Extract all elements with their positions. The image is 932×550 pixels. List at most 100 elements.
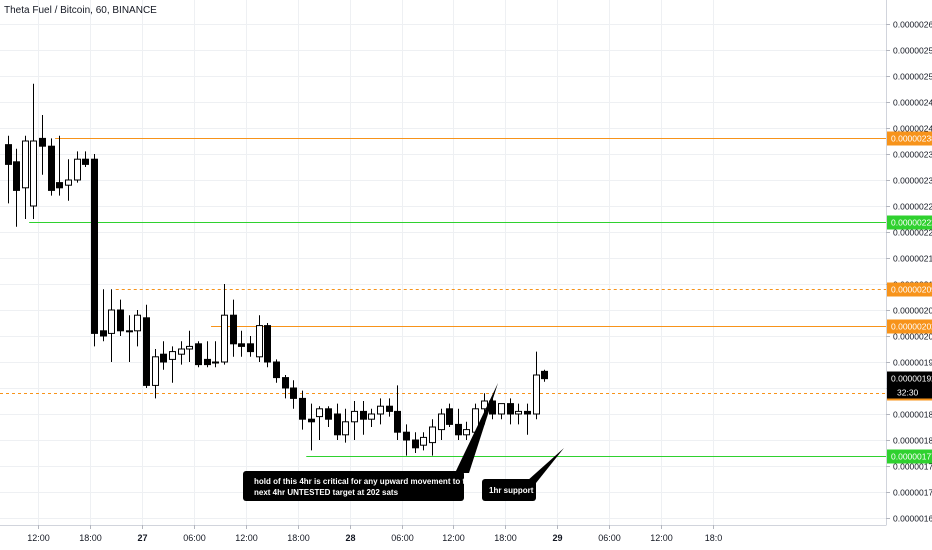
candle-body-down [386, 405, 393, 412]
candle [39, 115, 46, 175]
callout-text-1-line-2: next 4hr UNTESTED target at 202 sats [254, 488, 399, 497]
candle-body-down [91, 158, 98, 334]
y-tick-label: 0.00000225 [893, 202, 932, 212]
candle [100, 289, 107, 342]
candle [325, 406, 332, 427]
callout-text-2: 1hr support [489, 486, 534, 495]
candle [282, 375, 289, 399]
candle-body-up [515, 410, 522, 415]
last-price-tag-bg [887, 371, 932, 399]
y-tick-label: 0.00000175 [893, 462, 932, 472]
level-tag-label: 0.00000238 [891, 134, 932, 144]
candle [455, 408, 462, 440]
candle-body-up [178, 348, 185, 355]
y-tick-label: 0.00000195 [893, 358, 932, 368]
candle [299, 390, 306, 430]
candle [316, 406, 323, 440]
candle-body-up [126, 330, 133, 333]
y-tick-label: 0.00000245 [893, 98, 932, 108]
y-tick-label: 0.00000215 [893, 254, 932, 264]
x-tick-label: 18:0 [705, 533, 723, 543]
candle-body-down [541, 370, 548, 380]
x-tick-label: 06:00 [183, 533, 206, 543]
candle-body-down [143, 317, 150, 386]
candle-body-down [100, 330, 107, 337]
y-tick-label: 0.00000165 [893, 514, 932, 524]
candle-body-down [5, 144, 12, 165]
candle [212, 341, 219, 368]
candle-body-up [134, 314, 141, 332]
x-tick-label: 28 [345, 533, 355, 543]
callout-pointer-2 [527, 448, 564, 483]
level-tag-bg [887, 215, 932, 230]
time-axis[interactable]: 12:00 18:00 27 06:00 12:00 18:00 28 06:00 12:00 1… [27, 525, 722, 543]
candle [221, 284, 228, 365]
candle [134, 310, 141, 347]
candle-body-down [238, 343, 245, 347]
candle [91, 154, 98, 347]
candle [74, 151, 81, 183]
candle-body-up [30, 140, 37, 207]
candle-body-down [247, 343, 254, 353]
candle-body-down [48, 145, 55, 191]
candle [368, 408, 375, 427]
level-tag-bg [887, 282, 932, 297]
callout-annotations: hold of this 4hr is critical for any upw… [243, 383, 564, 501]
x-tick-label: 06:00 [598, 533, 621, 543]
candle-body-up [169, 351, 176, 360]
horizontal-levels [0, 138, 886, 457]
level-tag-label: 0.00000202 [891, 322, 932, 332]
candle [308, 403, 315, 451]
candle-body-down [325, 408, 332, 420]
candle-body-up [316, 408, 323, 418]
candle-body-up [351, 410, 358, 423]
x-tick-label: 18:00 [287, 533, 310, 543]
candle [230, 299, 237, 357]
callout-pointer-1 [455, 383, 498, 473]
candle-body-up [377, 405, 384, 415]
price-axis-tags: 0.00000238 0.00000222 0.00000209 0.00000202… [887, 131, 932, 464]
candle [403, 424, 410, 456]
callout-box-1[interactable] [243, 471, 464, 501]
x-tick-label: 12:00 [442, 533, 465, 543]
callout-box-2[interactable] [482, 479, 536, 501]
candle [412, 432, 419, 453]
candle-body-down [230, 314, 237, 345]
candle-body-up [22, 140, 29, 189]
candle [5, 135, 12, 204]
callout-text-1: hold of this 4hr is critical for any upw… [254, 477, 477, 497]
level-tag-bg [887, 131, 932, 146]
candle [290, 380, 297, 409]
level-tag-label: 0.00000177 [891, 452, 932, 462]
candle [22, 135, 29, 219]
callout-text-1-line-1: hold of this 4hr is critical for any upw… [254, 477, 475, 486]
level-tag-label: 0.00000209 [891, 285, 932, 295]
candle-body-down [160, 353, 167, 363]
candle-body-down [334, 413, 341, 436]
candle-body-up [533, 374, 540, 415]
candle [126, 315, 133, 362]
countdown-label: 32:30 [897, 388, 919, 398]
x-tick-label: 12:00 [235, 533, 258, 543]
candle-body-down [273, 361, 280, 379]
candle-body-up [438, 413, 445, 431]
candle [108, 289, 115, 362]
candle-body-up [481, 400, 488, 410]
candle [30, 83, 37, 219]
candle [273, 359, 280, 383]
y-tick-label: 0.00000235 [893, 150, 932, 160]
candle [394, 385, 401, 440]
candle-body-up [74, 158, 81, 181]
candle-body-up [186, 345, 193, 350]
y-tick-label: 0.00000255 [893, 46, 932, 56]
level-tag-label: 0.00000222 [891, 218, 932, 228]
candle [498, 403, 505, 420]
candle-body-down [455, 423, 462, 436]
